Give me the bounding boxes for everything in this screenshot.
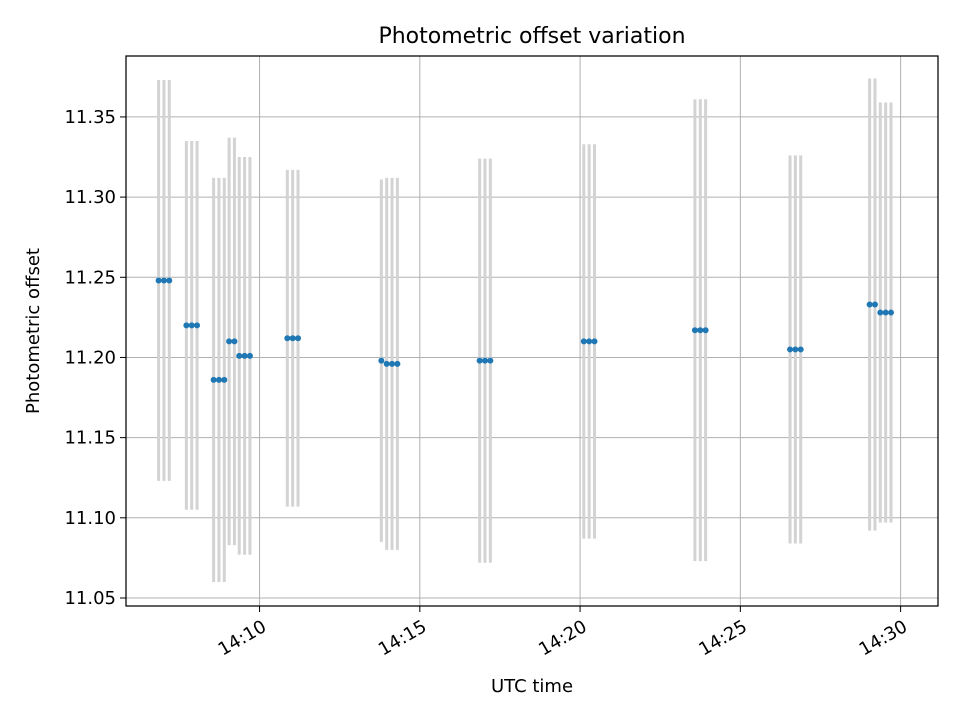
- y-tick-label: 11.05: [64, 588, 116, 609]
- data-point: [797, 346, 804, 353]
- data-point: [487, 357, 494, 364]
- data-point: [887, 309, 894, 316]
- data-point: [221, 376, 228, 383]
- y-tick-label: 11.20: [64, 347, 116, 368]
- data-point: [295, 335, 302, 342]
- data-point: [691, 327, 698, 334]
- point-layer: [155, 277, 894, 383]
- data-point: [476, 357, 483, 364]
- data-point: [226, 338, 233, 345]
- data-point: [586, 338, 593, 345]
- data-point: [241, 352, 248, 359]
- data-point: [481, 357, 488, 364]
- y-tick-label: 11.35: [64, 107, 116, 128]
- data-point: [183, 322, 190, 329]
- y-tick-label: 11.10: [64, 508, 116, 529]
- data-point: [882, 309, 889, 316]
- data-point: [383, 360, 390, 367]
- data-point: [877, 309, 884, 316]
- data-point: [580, 338, 587, 345]
- data-point: [289, 335, 296, 342]
- data-point: [166, 277, 173, 284]
- data-point: [284, 335, 291, 342]
- data-point: [155, 277, 162, 284]
- data-point: [871, 301, 878, 308]
- y-tick-label: 11.15: [64, 428, 116, 449]
- data-point: [394, 360, 401, 367]
- x-tick-label: 14:25: [695, 616, 750, 660]
- x-tick-label: 14:10: [215, 616, 270, 660]
- x-tick-label: 14:30: [856, 616, 911, 660]
- data-point: [246, 352, 253, 359]
- data-point: [792, 346, 799, 353]
- data-point: [194, 322, 201, 329]
- data-point: [378, 357, 385, 364]
- data-point: [787, 346, 794, 353]
- y-tick-label: 11.25: [64, 267, 116, 288]
- x-axis-label: UTC time: [491, 676, 573, 697]
- grid-layer: [126, 56, 938, 606]
- data-point: [389, 360, 396, 367]
- x-tick-label: 14:15: [375, 616, 430, 660]
- data-point: [188, 322, 195, 329]
- data-point: [591, 338, 598, 345]
- data-point: [866, 301, 873, 308]
- chart-title: Photometric offset variation: [378, 24, 685, 49]
- data-point: [236, 352, 243, 359]
- data-point: [231, 338, 238, 345]
- plot-frame: [125, 55, 939, 607]
- data-point: [215, 376, 222, 383]
- y-tick-label: 11.30: [64, 187, 116, 208]
- data-point: [160, 277, 167, 284]
- y-axis-label: Photometric offset: [23, 248, 44, 414]
- data-point: [210, 376, 217, 383]
- x-tick-label: 14:20: [535, 616, 590, 660]
- errorbar-layer: [157, 78, 893, 582]
- data-point: [697, 327, 704, 334]
- data-point: [702, 327, 709, 334]
